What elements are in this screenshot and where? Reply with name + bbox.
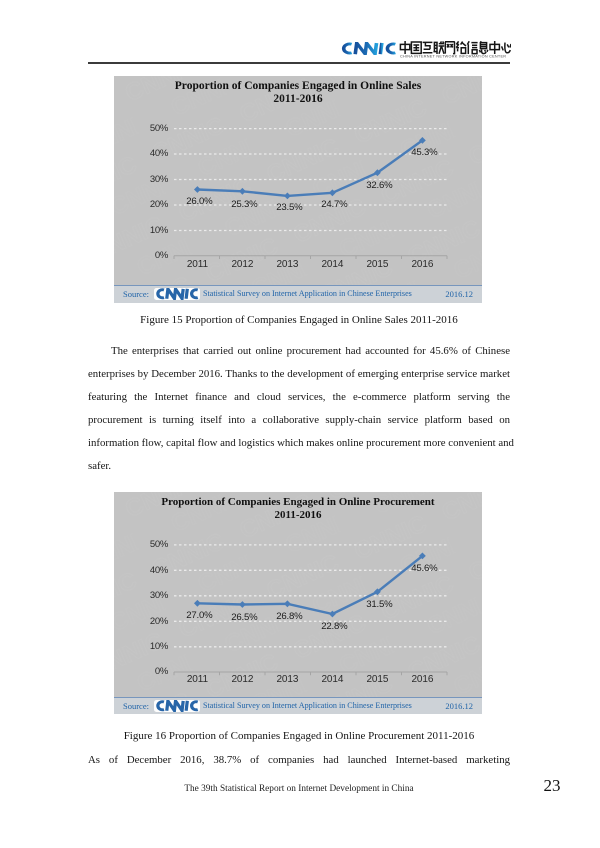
svg-text:CHINA INTERNET NETWORK INFORMA: CHINA INTERNET NETWORK INFORMATION CENTE… [400,55,506,59]
